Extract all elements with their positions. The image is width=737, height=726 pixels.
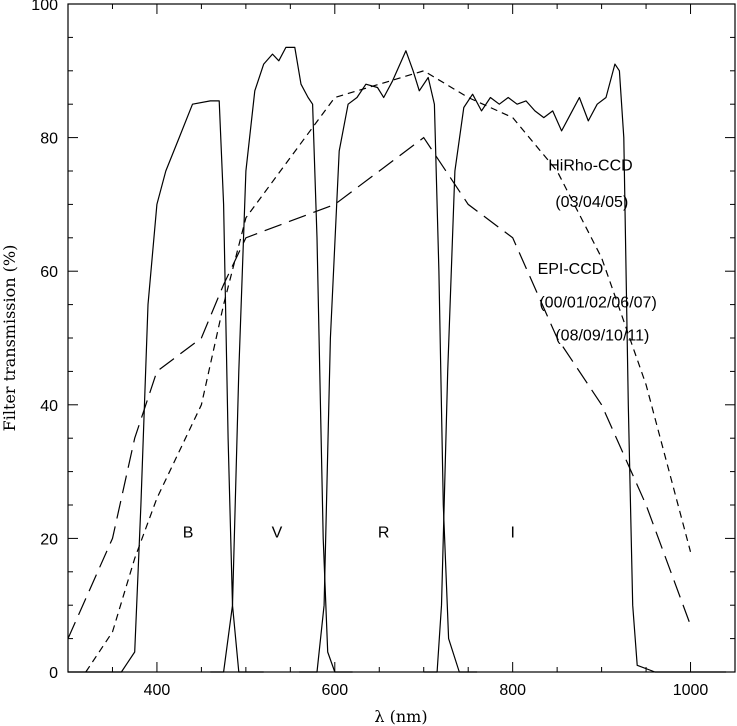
y-tick-label: 0 <box>49 665 58 682</box>
annotation-text: HiRho-CCD <box>548 157 632 174</box>
band-label-i: I <box>510 525 514 542</box>
y-tick-label: 100 <box>31 0 58 14</box>
x-tick-label: 800 <box>499 682 526 699</box>
band-label-v: V <box>272 525 283 542</box>
filter-curve-r <box>299 50 478 673</box>
filter-curve-v <box>210 46 353 673</box>
annotation-text: (03/04/05) <box>555 194 628 211</box>
x-axis-title: λ (nm) <box>374 707 427 726</box>
x-tick-label: 600 <box>321 682 348 699</box>
ccd-curve-hirho-ccd <box>85 70 692 673</box>
y-tick-label: 80 <box>40 131 58 148</box>
annotation-text: (00/01/02/06/07) <box>539 294 656 311</box>
filter-curve-b <box>68 100 264 673</box>
annotation-text: (08/09/10/11) <box>555 328 649 345</box>
y-axis-title: Filter transmission (%) <box>0 245 19 432</box>
ccd-curve-epi-ccd <box>67 136 692 639</box>
x-tick-label: 1000 <box>673 682 709 699</box>
filter-curve-i <box>423 63 727 673</box>
annotation-text: EPI-CCD <box>538 261 604 278</box>
axis-ticks <box>68 4 735 672</box>
y-tick-label: 20 <box>40 531 58 548</box>
ccd-curves <box>67 70 692 673</box>
axis-tick-labels: 400 600 800 1000 0 20 40 60 80 100 <box>31 0 708 699</box>
filter-curves <box>68 46 727 673</box>
band-label-b: B <box>183 525 194 542</box>
y-tick-label: 60 <box>40 264 58 281</box>
annotations: HiRho-CCD (03/04/05) EPI-CCD (00/01/02/06/0… <box>538 157 657 344</box>
x-tick-label: 400 <box>144 682 171 699</box>
band-label-r: R <box>378 525 390 542</box>
y-tick-label: 40 <box>40 398 58 415</box>
